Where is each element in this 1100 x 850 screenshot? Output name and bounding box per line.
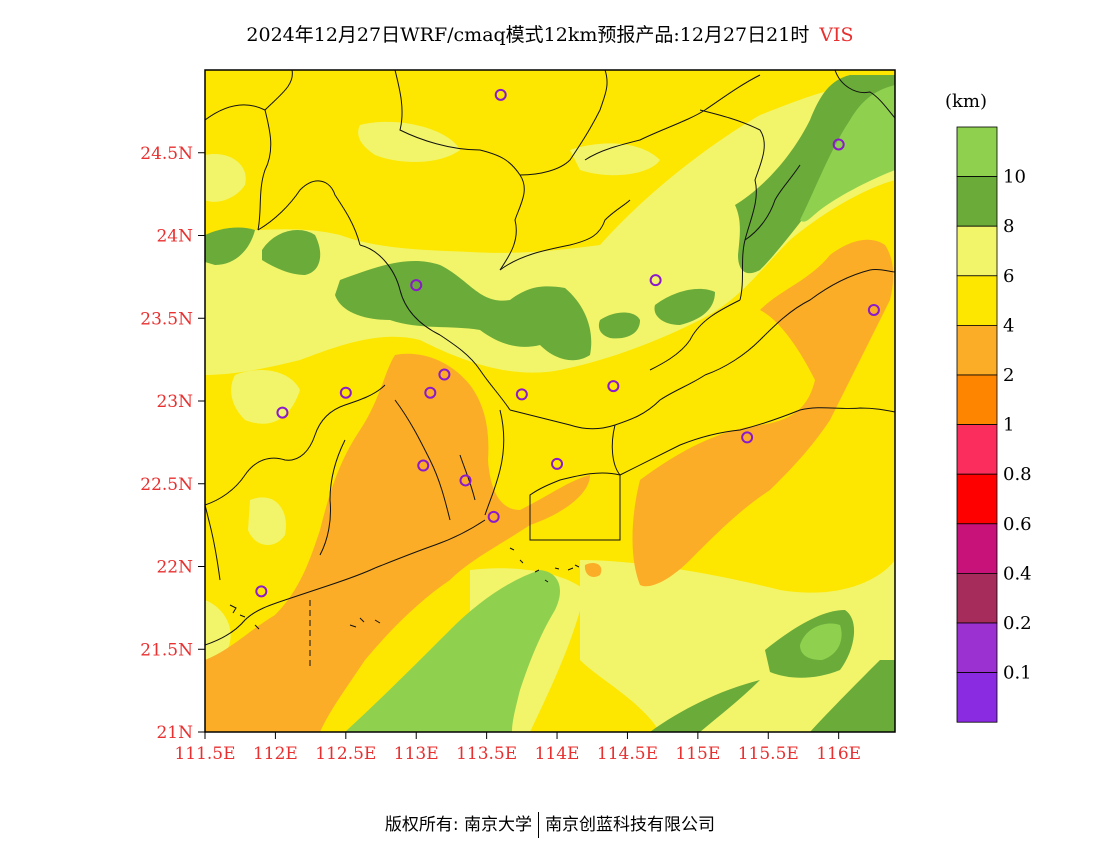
station-marker [487, 510, 500, 523]
station-markers [255, 88, 880, 598]
legend-threshold-label: 10 [1003, 167, 1026, 188]
station-marker [867, 303, 880, 316]
lon-tick-label: 115E [675, 744, 720, 764]
legend-color-box [956, 622, 998, 673]
lat-tick-label: 22.5N [140, 475, 193, 495]
lat-tick-label: 21.5N [140, 640, 193, 660]
station-marker [741, 431, 754, 444]
station-marker [410, 279, 423, 292]
legend-color-box [956, 225, 998, 277]
legend-color-box [956, 275, 998, 326]
lon-tick-label: 114.5E [597, 744, 658, 764]
legend-threshold-label: 6 [1003, 266, 1014, 287]
station-marker [832, 138, 845, 151]
lat-tick-label: 23N [156, 392, 193, 412]
lat-tick-label: 21N [156, 723, 193, 743]
station-marker [438, 368, 451, 381]
footer-separator [538, 812, 540, 838]
lat-tick-label: 23.5N [140, 309, 193, 329]
legend-color-box [956, 324, 998, 376]
boundary-lines [205, 70, 895, 670]
legend-threshold-label: 2 [1003, 365, 1014, 386]
station-marker [276, 406, 289, 419]
regions-vis-2-4 [205, 239, 894, 732]
legend-color-box [956, 374, 998, 425]
lon-tick-label: 116E [816, 744, 861, 764]
visibility-legend: (km) 10 8 6 4 2 1 0.8 0.6 0.4 0.2 0.1 [945, 91, 1032, 723]
legend-threshold-label: 0.1 [1003, 663, 1032, 684]
map-plot-area [205, 70, 895, 732]
legend-color-box [956, 424, 998, 475]
station-marker [459, 474, 472, 487]
legend-threshold-label: 0.2 [1003, 613, 1032, 634]
legend-threshold-label: 1 [1003, 415, 1014, 436]
island-fragments [229, 547, 580, 630]
lon-tick-label: 115.5E [738, 744, 799, 764]
station-marker [255, 585, 268, 598]
regions-vis-10-plus [345, 85, 895, 732]
legend-color-box [956, 672, 998, 723]
lat-tick-label: 24.5N [140, 144, 193, 164]
legend-color-box [956, 523, 998, 574]
station-marker [424, 386, 437, 399]
lon-tick-label: 112E [253, 744, 298, 764]
footer-left: 版权所有: 南京大学 [384, 815, 533, 835]
legend-threshold-label: 0.4 [1003, 563, 1032, 584]
station-marker [649, 274, 662, 287]
legend-threshold-label: 0.6 [1003, 514, 1032, 535]
lon-tick-label: 112.5E [315, 744, 376, 764]
legend-threshold-label: 8 [1003, 216, 1014, 237]
station-marker [417, 459, 430, 472]
lon-tick-label: 113E [394, 744, 439, 764]
latitude-axis: 24.5N 24N 23.5N 23N 22.5N 22N 21.5N 21N [140, 144, 205, 743]
legend-color-box [956, 473, 998, 525]
station-marker [515, 388, 528, 401]
legend-color-box [956, 176, 998, 227]
lon-tick-label: 114E [535, 744, 580, 764]
longitude-axis: 111.5E 112E 112.5E 113E 113.5E 114E 114.5E 115E… [174, 732, 861, 764]
station-marker [607, 380, 620, 393]
station-marker [494, 88, 507, 101]
lat-tick-label: 22N [156, 558, 193, 578]
title-variable: VIS [819, 24, 854, 46]
legend-color-box [956, 126, 998, 177]
copyright-footer: 版权所有: 南京大学 南京创蓝科技有限公司 [0, 810, 1100, 838]
lat-tick-label: 24N [156, 227, 193, 247]
legend-unit: (km) [945, 91, 987, 112]
map-title: 2024年12月27日WRF/cmaq模式12km预报产品:12月27日21时 V… [0, 20, 1100, 47]
station-marker [551, 457, 564, 470]
legend-threshold-label: 4 [1003, 315, 1014, 336]
footer-right: 南京创蓝科技有限公司 [545, 815, 716, 835]
title-main: 2024年12月27日WRF/cmaq模式12km预报产品:12月27日21时 [246, 24, 810, 46]
legend-threshold-label: 0.8 [1003, 464, 1032, 485]
lon-tick-label: 113.5E [456, 744, 517, 764]
legend-color-box [956, 573, 998, 624]
station-marker [339, 386, 352, 399]
lon-tick-label: 111.5E [174, 744, 235, 764]
